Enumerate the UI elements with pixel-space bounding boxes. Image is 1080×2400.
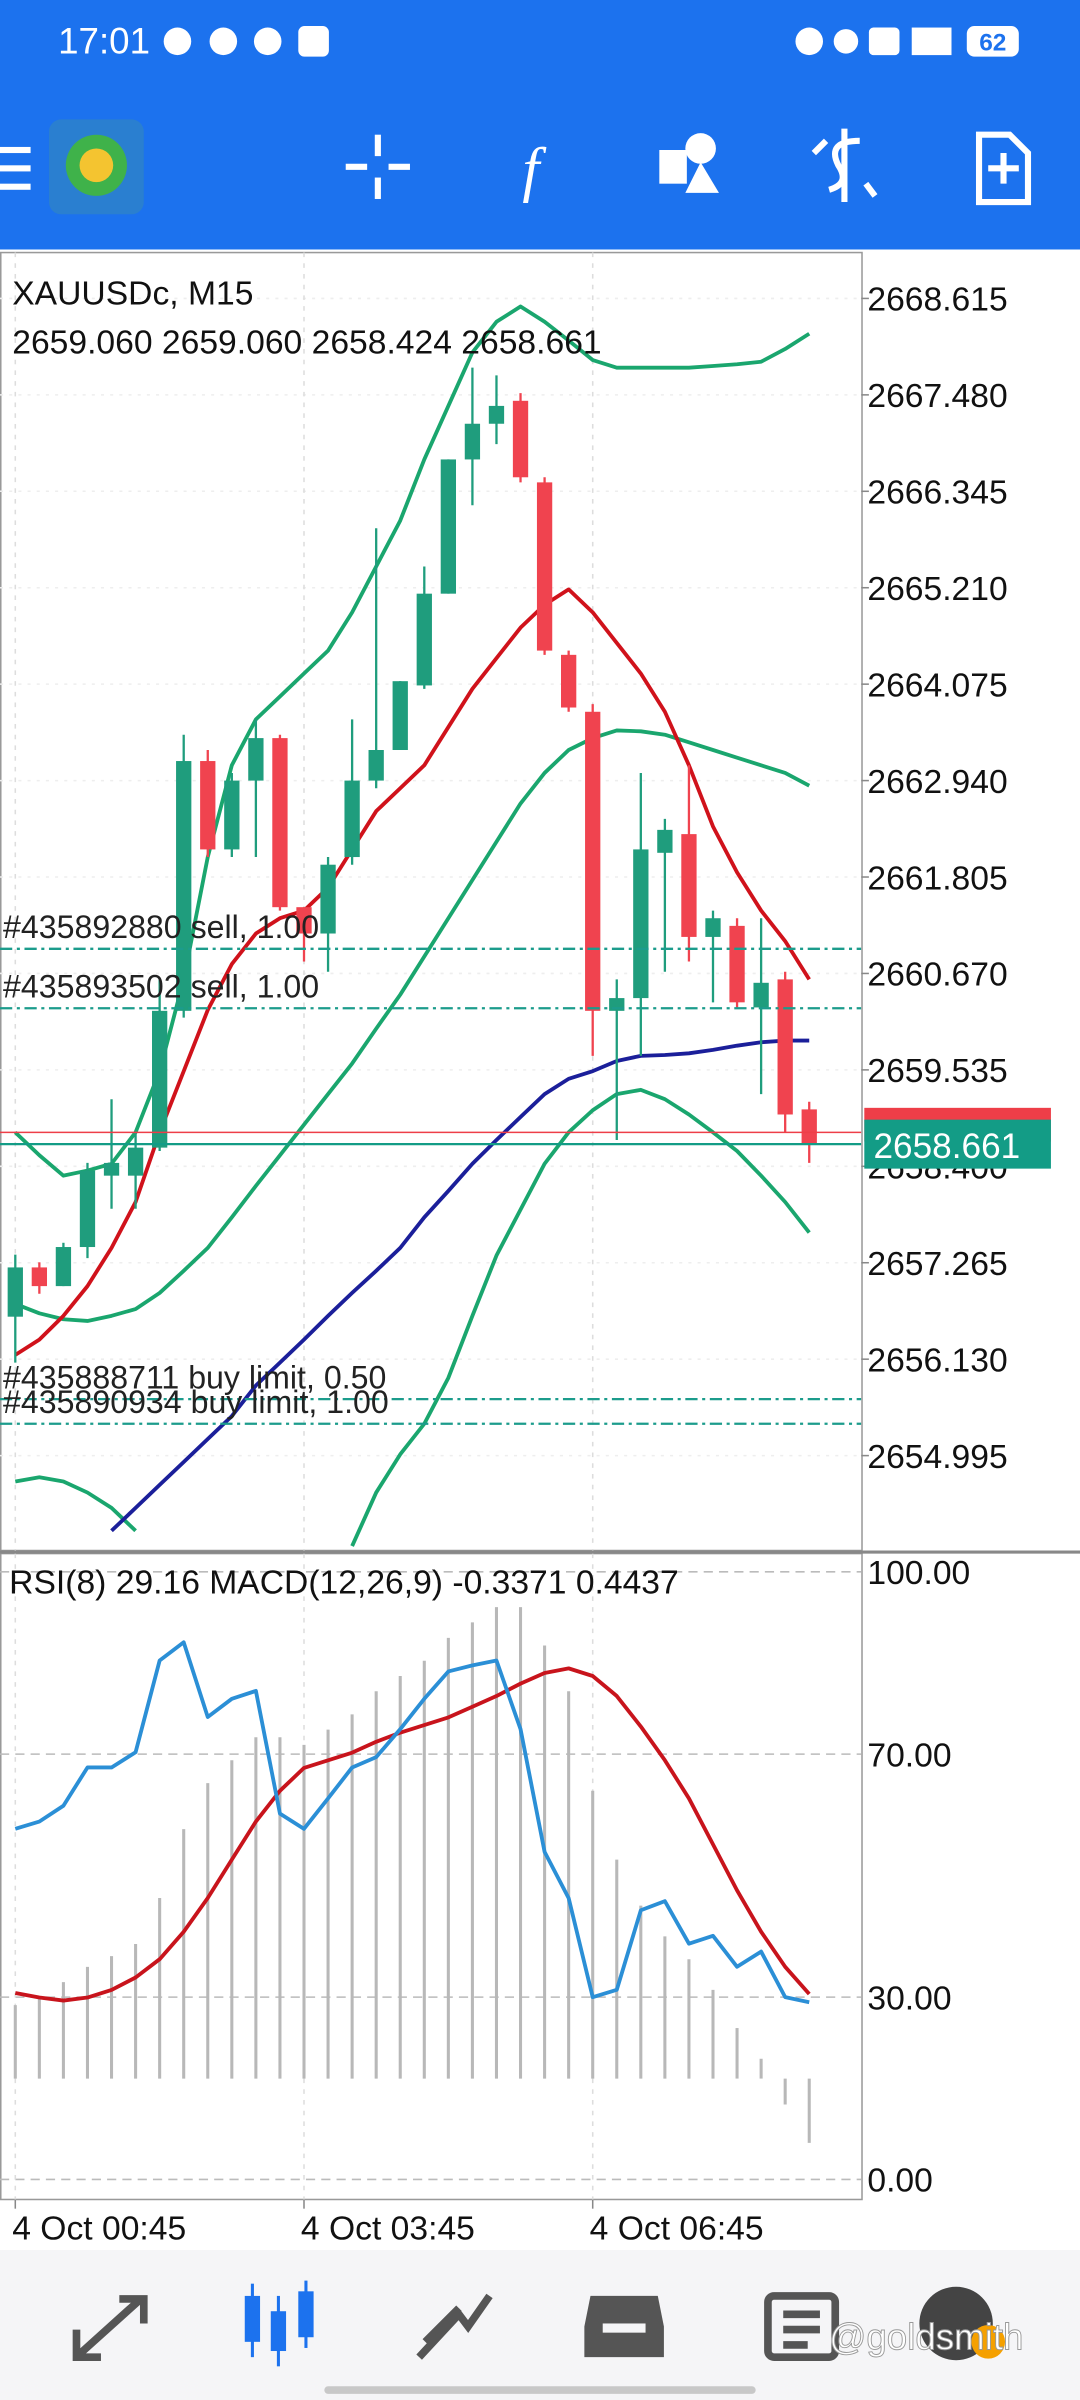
y-tick-label: 2667.480 (867, 378, 1007, 415)
order-label: #435888711 buy limit, 0.50 (3, 1359, 386, 1395)
x-tick-label: 4 Oct 00:45 (12, 2210, 186, 2247)
badge (971, 2325, 1006, 2359)
x-tick-label: 4 Oct 06:45 (590, 2210, 764, 2247)
y-tick-label: 100.00 (867, 1555, 970, 1592)
order-label: #435892880 sell, 1.00 (3, 909, 319, 945)
home-indicator (324, 2386, 756, 2394)
rsi-line (14, 1640, 810, 2005)
candle-body (344, 780, 360, 858)
candle-body (488, 405, 505, 424)
y-tick-label: 2668.615 (867, 282, 1007, 319)
order-label: #435893502 sell, 1.00 (3, 969, 319, 1005)
bid-label: 2658.661 (873, 1127, 1020, 1166)
macd-signal (14, 1666, 811, 2003)
candle-body (801, 1109, 817, 1145)
candle-body (368, 750, 384, 781)
battery (966, 26, 1019, 57)
candle-body (633, 849, 649, 999)
candle-body (31, 1267, 48, 1287)
candle-body (657, 829, 673, 853)
news-tab[interactable] (764, 2292, 840, 2361)
candle-body (55, 1247, 72, 1287)
candle-body (753, 982, 769, 1008)
candle-body (416, 593, 432, 686)
candle-body (103, 1162, 120, 1176)
indicator-header: RSI(8) 29.16 MACD(12,26,9) -0.3371 0.443… (9, 1564, 679, 1601)
objects-button[interactable] (659, 133, 719, 193)
overlay: 2668.615 2667.480 2666.345 2665.210 2664.075… (12, 282, 1051, 2247)
trade-tab[interactable] (416, 2293, 493, 2360)
indicator-line (14, 587, 811, 1357)
crosshair-button[interactable] (345, 134, 410, 199)
candle-body (320, 864, 336, 934)
candle-body (536, 482, 553, 651)
candle-body (512, 400, 529, 478)
candle-body (681, 834, 697, 937)
quotes-tab[interactable] (72, 2295, 148, 2361)
candle-body (705, 918, 721, 937)
order-label: #435890934 buy limit, 1.00 (3, 1384, 389, 1420)
candle-body (127, 1147, 144, 1176)
clock: 17:01 (58, 21, 150, 62)
candle-body (224, 780, 240, 850)
y-tick-label: 2665.210 (867, 571, 1007, 608)
mt4-logo[interactable] (48, 119, 144, 215)
candle-body (729, 925, 745, 1003)
candle-body (392, 681, 408, 751)
y-tick-label: 30.00 (867, 1980, 951, 2017)
x-tick-label: 4 Oct 03:45 (301, 2210, 475, 2247)
candle-body (464, 423, 481, 460)
y-tick-label: 2657.265 (867, 1246, 1007, 1283)
candle-body (272, 738, 288, 908)
y-tick-label: 0.00 (867, 2163, 932, 2200)
battery-level: 62 (979, 30, 1006, 57)
y-tick-label: 70.00 (867, 1737, 951, 1774)
candle-body (585, 711, 601, 1011)
indicator-line (110, 1038, 810, 1533)
candle-body (777, 979, 793, 1115)
candle-body (296, 907, 312, 934)
chart-tab[interactable] (244, 2280, 314, 2367)
y-tick-label: 2661.805 (867, 860, 1007, 897)
ohlc: 2659.060 2659.060 2658.424 2658.661 (12, 325, 601, 362)
y-tick-label: 2660.670 (867, 957, 1007, 994)
candle-body (200, 761, 216, 850)
new-order-button[interactable] (975, 131, 1032, 206)
candle-body (440, 459, 457, 594)
y-tick-label: 2659.535 (867, 1053, 1007, 1090)
indicator-line (350, 1087, 811, 1547)
indicator-line (14, 1475, 137, 1533)
indicator-plot (0, 1553, 862, 2200)
indicator-line (13, 304, 811, 1178)
y-tick-label: 2654.995 (867, 1439, 1007, 1476)
status-icons (163, 26, 952, 57)
y-tick-label: 2664.075 (867, 667, 1007, 704)
history-tab[interactable] (584, 2295, 664, 2358)
candle-body (560, 654, 577, 708)
trade-button[interactable] (811, 128, 878, 203)
candle-body (79, 1170, 96, 1248)
candle-body (152, 1010, 168, 1148)
watermark: @goldsmith (829, 2316, 1023, 2357)
candle-body (248, 738, 264, 781)
y-tick-label: 2666.345 (867, 475, 1007, 512)
menu-button[interactable] (0, 146, 31, 190)
candle-body (7, 1267, 23, 1317)
y-tick-label: 2656.130 (867, 1342, 1007, 1379)
bottom-nav (0, 2250, 1080, 2400)
y-tick-label: 2662.940 (867, 764, 1007, 801)
symbol: XAUUSDc, M15 (12, 276, 253, 313)
bid-marker (864, 1119, 1051, 1169)
main-plot: #435892880 sell, 1.00 #435893502 sell, 1.… (0, 252, 862, 1551)
